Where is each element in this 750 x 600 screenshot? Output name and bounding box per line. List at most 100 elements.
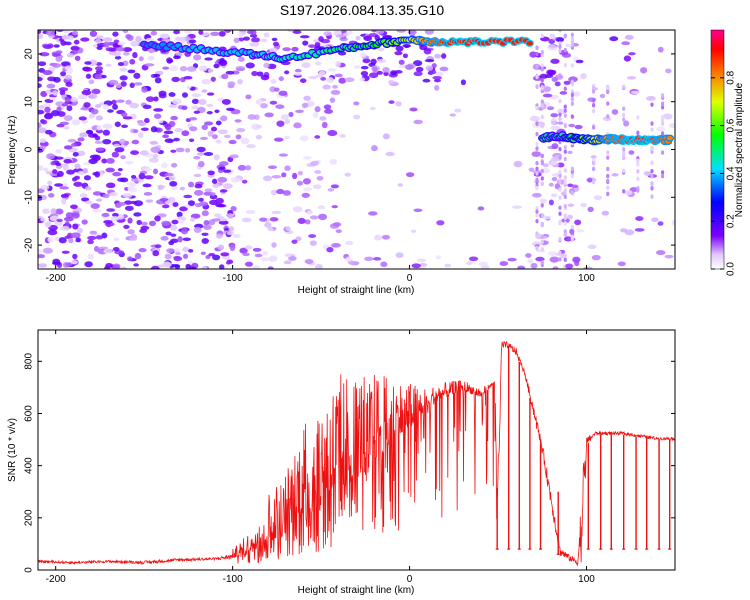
- spectrogram-cell: [529, 51, 538, 58]
- spectrogram-cell: [661, 121, 665, 126]
- spectrogram-cell: [152, 168, 159, 175]
- spectrogram-cell: [558, 257, 562, 262]
- spectrogram-cell: [565, 263, 574, 269]
- spectrogram-cell: [242, 252, 250, 257]
- spectrogram-cell: [513, 160, 523, 168]
- spectrogram-cell: [159, 33, 169, 39]
- x-tick-label: 0: [407, 273, 413, 284]
- spectrogram-cell: [165, 231, 172, 236]
- spectrogram-cell: [468, 256, 479, 262]
- spectrogram-cell: [570, 224, 574, 230]
- spectrogram-cell: [371, 30, 378, 33]
- spectrogram-cell: [206, 92, 215, 96]
- spectrogram-cell: [338, 77, 347, 84]
- spectrogram-cell: [590, 155, 597, 159]
- spectrogram-cell: [133, 263, 139, 267]
- spectrogram-cell: [127, 69, 136, 74]
- spectrogram-cell: [170, 149, 177, 153]
- spectrogram-cell: [125, 33, 132, 40]
- spectrogram-cell: [636, 176, 640, 182]
- spectrogram-cell: [56, 170, 64, 177]
- spectrogram-y-ticks: -20 -10 0 10 20: [24, 48, 675, 252]
- spectrogram-cell: [661, 150, 665, 155]
- spectrogram-cell: [550, 58, 560, 64]
- spectrogram-cell: [201, 210, 209, 217]
- spectrogram-cell: [222, 169, 232, 173]
- spectrogram-cell: [139, 150, 149, 156]
- spectrogram-cell: [413, 71, 423, 77]
- snr-axes: -200 -100 0 100 0 200 400 600 800 Height of str…: [7, 329, 676, 596]
- spectrogram-cell: [120, 266, 127, 269]
- spectrogram-cell: [66, 105, 73, 112]
- spectrogram-cell: [48, 193, 55, 198]
- spectrogram-cell: [292, 206, 303, 213]
- spectrogram-cell: [129, 82, 135, 89]
- spectrogram-cell: [551, 176, 558, 182]
- spectrogram-cell: [189, 126, 198, 132]
- spectrogram-cell: [72, 151, 79, 157]
- spectrogram-cell: [185, 263, 192, 269]
- spectrogram-cell: [121, 124, 128, 128]
- spectrogram-cell: [558, 180, 562, 185]
- spectrogram-cell: [415, 66, 424, 73]
- spectrogram-cell: [237, 164, 247, 171]
- spectrogram-cell: [133, 129, 139, 134]
- spectrogram-cell: [38, 254, 46, 259]
- spectrogram-cell: [142, 104, 152, 110]
- spectrogram-cell: [650, 186, 654, 191]
- spectrogram-cell: [540, 85, 544, 90]
- spectrogram-cell: [55, 56, 63, 62]
- y-tick-label: 200: [24, 509, 35, 526]
- spectrogram-cell: [535, 131, 539, 137]
- spectrogram-cell: [540, 160, 544, 166]
- spectrogram-cell: [214, 213, 222, 218]
- spectrogram-cell: [71, 142, 78, 147]
- spectrogram-cell: [120, 177, 129, 183]
- spectrogram-cell: [650, 168, 654, 174]
- spectrogram-cell: [38, 30, 42, 34]
- spectrogram-cell: [133, 82, 143, 86]
- spectrogram-cell: [558, 98, 562, 104]
- spectrogram-cell: [383, 35, 393, 39]
- spectrogram-cell: [432, 75, 443, 80]
- spectrogram-cell: [63, 158, 72, 164]
- spectrogram-cell: [38, 122, 42, 129]
- spectrogram-cell: [477, 206, 485, 211]
- spectrogram-cell: [179, 66, 188, 72]
- spectrogram-cell: [240, 137, 250, 145]
- spectrogram-cell: [294, 68, 302, 73]
- spectrogram-cell: [570, 234, 574, 240]
- spectrogram-cell: [449, 113, 456, 117]
- spectrogram-cell: [249, 41, 260, 47]
- spectrogram-cell: [193, 155, 201, 160]
- spectrogram-cell: [650, 174, 654, 179]
- spectrogram-cell: [628, 150, 635, 155]
- x-tick-label: -200: [46, 273, 66, 284]
- spectrogram-cell: [83, 175, 91, 181]
- spectrogram-cell: [540, 234, 544, 240]
- spectrogram-cell: [413, 60, 423, 67]
- spectrogram-cell: [636, 130, 640, 136]
- spectrogram-cell: [255, 134, 263, 140]
- spectrogram-cell: [314, 61, 322, 66]
- spectrogram-cell: [376, 70, 383, 75]
- spectrogram-cell: [77, 94, 88, 100]
- spectrogram-cell: [373, 234, 382, 241]
- spectrogram-cell: [278, 76, 284, 82]
- spectrogram-cell: [59, 225, 70, 231]
- spectrogram-cell: [563, 180, 567, 185]
- spectrogram-cell: [611, 173, 619, 177]
- spectrogram-cell: [114, 55, 122, 60]
- spectrogram-cell: [665, 68, 672, 74]
- spectrogram-cell: [623, 120, 630, 127]
- spectrogram-cell: [38, 105, 45, 110]
- spectrogram-cell: [454, 108, 462, 113]
- spectrogram-cell: [72, 223, 79, 230]
- spectrogram-cell: [63, 126, 70, 130]
- spectrogram-cell: [237, 78, 243, 85]
- spectrogram-cell: [82, 66, 93, 72]
- spectrogram-cell: [558, 170, 562, 175]
- spectrogram-cell: [222, 183, 233, 190]
- spectrogram-cell: [198, 65, 208, 72]
